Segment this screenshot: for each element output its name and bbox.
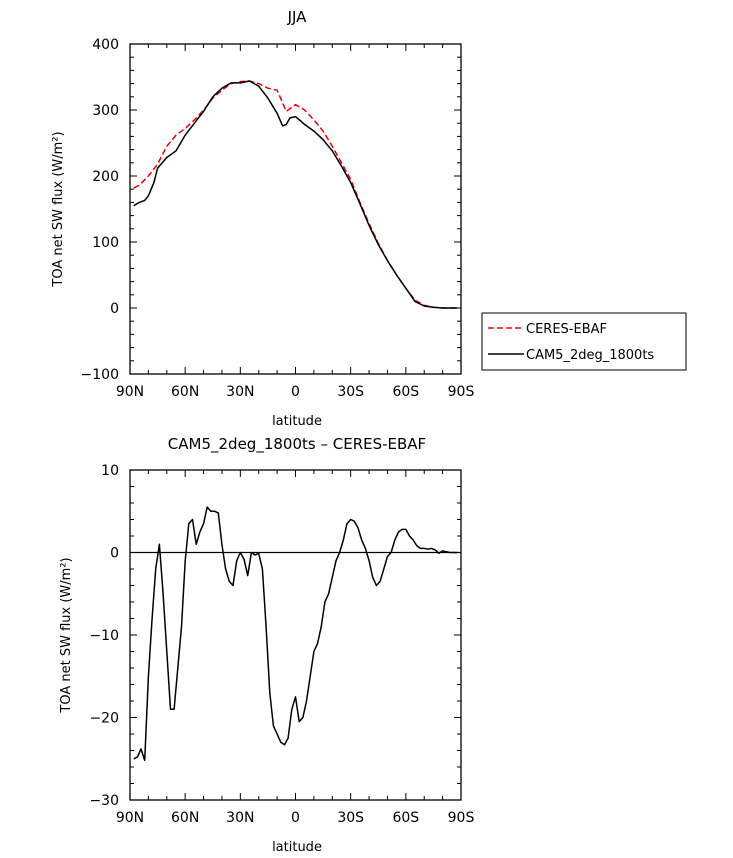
- lower-panel: CAM5_2deg_1800ts – CERES-EBAF 90N 60N 30N 0…: [59, 435, 474, 855]
- upper-y-tick-label: 100: [92, 235, 119, 251]
- lower-x-tick-label: 60N: [171, 810, 199, 826]
- legend-box: [481, 312, 687, 371]
- upper-x-tick-label: 30N: [226, 384, 254, 400]
- lower-y-tick-label: −20: [89, 711, 119, 727]
- upper-x-tick-label: 0: [291, 384, 300, 400]
- legend: CERES-EBAF CAM5_2deg_1800ts: [481, 312, 687, 371]
- lower-panel-tick-labels: 90N 60N 30N 0 30S 60S 90S −30 −20 −10 0 10: [89, 463, 474, 826]
- upper-panel: JJA 90N 60N 30N 0 30S 60S 90S −100 0 100 200 300 400…: [51, 8, 687, 429]
- upper-y-tick-label: 300: [92, 103, 119, 119]
- upper-x-tick-label: 30S: [337, 384, 364, 400]
- upper-panel-title: JJA: [287, 8, 308, 26]
- upper-panel-x-axis-label: latitude: [272, 414, 322, 429]
- upper-panel-series: [133, 80, 458, 309]
- lower-panel-frame: [129, 469, 462, 801]
- upper-y-tick-label: −100: [81, 367, 119, 383]
- lower-series-difference-line: [133, 506, 458, 762]
- upper-panel-tick-labels: 90N 60N 30N 0 30S 60S 90S −100 0 100 200 300 400: [81, 37, 475, 400]
- legend-cam5-label: CAM5_2deg_1800ts: [526, 348, 654, 363]
- upper-x-tick-label: 60S: [392, 384, 419, 400]
- lower-y-tick-label: −30: [89, 793, 119, 809]
- lower-panel-ticks: [129, 469, 462, 801]
- lower-panel-series: [133, 506, 458, 762]
- lower-y-tick-label: 10: [101, 463, 119, 479]
- upper-x-tick-label: 60N: [171, 384, 199, 400]
- upper-y-tick-label: 400: [92, 37, 119, 53]
- upper-x-tick-label: 90N: [116, 384, 144, 400]
- lower-x-tick-label: 0: [291, 810, 300, 826]
- lower-y-tick-label: 0: [110, 546, 119, 562]
- upper-panel-ticks: [129, 43, 462, 375]
- lower-x-tick-label: 60S: [392, 810, 419, 826]
- upper-y-tick-label: 200: [92, 169, 119, 185]
- legend-ceres-label: CERES-EBAF: [526, 322, 607, 337]
- lower-x-tick-label: 30S: [337, 810, 364, 826]
- lower-x-tick-label: 90N: [116, 810, 144, 826]
- upper-panel-y-axis-label: TOA net SW flux (W/m²): [51, 131, 66, 287]
- lower-panel-y-axis-label: TOA net SW flux (W/m²): [59, 557, 74, 713]
- upper-series-ceres-ebaf-line: [133, 80, 458, 309]
- lower-panel-x-axis-label: latitude: [272, 840, 322, 855]
- lower-x-tick-label: 30N: [226, 810, 254, 826]
- lower-x-tick-label: 90S: [448, 810, 475, 826]
- lower-panel-title: CAM5_2deg_1800ts – CERES-EBAF: [168, 435, 426, 454]
- upper-panel-frame: [129, 43, 462, 375]
- upper-series-cam5-2deg-1800ts-line: [133, 80, 458, 309]
- lower-y-tick-label: −10: [89, 628, 119, 644]
- upper-x-tick-label: 90S: [448, 384, 475, 400]
- upper-y-tick-label: 0: [110, 301, 119, 317]
